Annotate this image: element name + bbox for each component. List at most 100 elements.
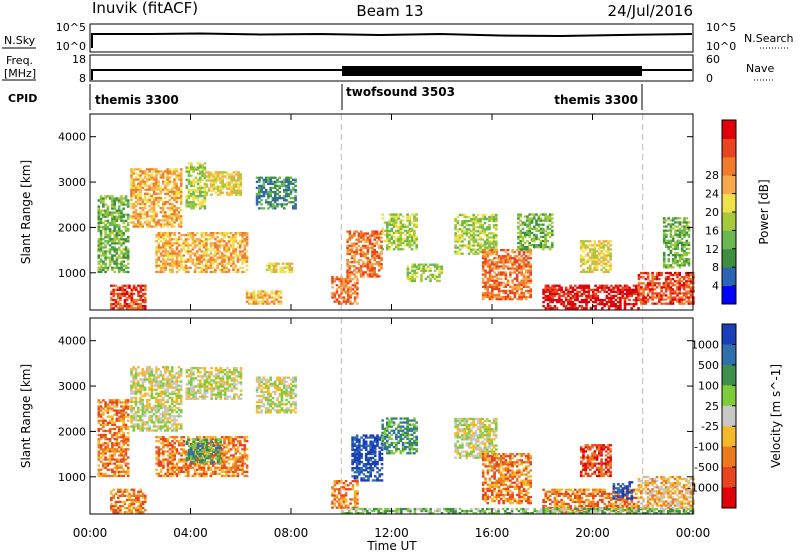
range-cell [632,303,636,306]
range-cell [674,258,677,261]
range-cell [344,286,348,289]
range-cell [458,234,462,237]
range-cell [346,263,349,266]
range-cell [268,264,271,267]
range-cell [676,262,679,265]
range-cell [115,252,119,255]
range-cell [111,417,114,420]
range-cell [586,258,590,261]
range-cell [194,203,198,206]
range-cell [132,382,136,385]
range-cell [106,438,110,441]
range-cell [111,442,114,445]
range-cell [155,172,158,175]
range-cell [357,236,361,239]
range-cell [481,228,484,231]
range-cell [196,258,199,261]
range-cell [111,458,114,461]
range-cell [130,290,134,293]
range-cell [544,294,548,298]
range-cell [207,189,211,192]
range-cell [232,258,235,261]
range-cell [458,213,462,217]
range-cell [272,298,276,301]
range-cell [491,298,494,301]
range-cell [433,275,437,278]
range-cell [662,262,666,265]
range-cell [207,234,210,237]
range-cell [420,279,423,283]
range-cell [260,199,263,202]
range-cell [680,262,684,265]
range-cell [689,273,693,277]
range-cell [594,298,597,302]
range-cell [355,230,358,233]
range-cell [170,180,174,183]
range-cell [604,268,608,271]
range-cell [364,232,367,235]
range-cell [272,266,276,269]
range-cell [413,215,416,218]
range-cell [137,374,140,377]
range-cell [583,298,586,302]
range-cell [114,300,118,304]
range-cell [546,231,550,234]
range-cell [254,302,258,305]
range-cell [488,253,492,256]
range-cell [492,217,496,221]
range-cell [420,273,423,276]
range-cell [203,192,207,196]
range-cell [619,290,622,293]
range-cell [676,239,679,242]
range-cell [357,238,361,241]
range-cell [205,175,209,178]
range-cell [491,251,494,254]
range-cell [375,256,379,260]
range-cell [106,405,110,408]
range-cell [578,290,581,293]
range-cell [209,250,213,253]
range-cell [279,290,283,293]
range-cell [261,298,265,301]
range-cell [200,254,204,257]
range-cell [527,251,530,254]
range-cell [544,229,547,232]
range-cell [683,243,686,247]
range-cell [271,176,275,179]
range-cell [221,179,224,182]
range-cell [375,230,379,233]
range-cell [667,288,670,291]
range-cell [241,236,244,239]
range-cell [491,267,494,270]
range-cell [436,263,439,266]
range-cell [124,238,128,241]
range-cell [97,474,101,478]
range-cell [223,264,226,267]
range-cell [551,233,554,237]
range-cell [548,217,552,220]
range-cell [175,207,178,210]
range-cell [495,285,499,288]
range-cell [221,171,224,174]
range-cell [132,378,136,381]
range-cell [484,285,487,288]
range-cell [159,268,163,271]
range-cell [271,203,275,206]
range-cell [175,184,178,187]
range-cell [130,196,133,200]
range-cell [571,290,575,293]
range-cell [579,260,583,263]
range-cell [124,246,128,249]
range-cell [148,382,151,385]
range-cell [230,185,233,188]
range-cell [333,280,337,283]
range-cell [553,284,557,287]
range-cell [123,305,127,308]
range-cell [104,436,107,439]
range-cell [220,270,224,274]
range-cell [386,246,389,249]
range-cell [196,199,200,202]
range-cell [125,307,129,310]
range-cell [221,175,224,178]
range-cell [185,201,189,204]
